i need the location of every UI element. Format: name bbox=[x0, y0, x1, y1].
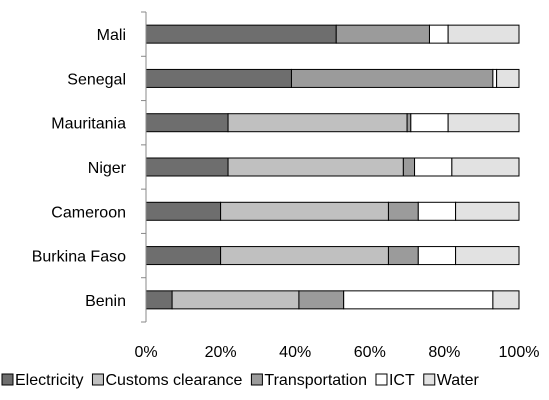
bar-segment-transportation-senegal bbox=[290, 68, 494, 88]
category-label-cameroon: Cameroon bbox=[51, 204, 126, 221]
bar-segment-transportation-niger bbox=[402, 157, 416, 177]
bar-segment-water-niger bbox=[451, 157, 520, 177]
bar-segment-customs-clearance-burkina-faso bbox=[220, 246, 389, 266]
category-label-benin: Benin bbox=[85, 293, 126, 310]
x-tick-label: 100% bbox=[499, 344, 540, 361]
bar-segment-customs-clearance-cameroon bbox=[220, 201, 389, 221]
legend-swatch-ict bbox=[375, 373, 388, 386]
bar-segment-electricity-cameroon bbox=[145, 201, 222, 221]
plot-area bbox=[145, 24, 520, 310]
category-label-burkina-faso: Burkina Faso bbox=[32, 249, 126, 266]
legend-swatch-transportation bbox=[250, 373, 263, 386]
axes bbox=[141, 11, 147, 323]
bar-segment-water-mali bbox=[447, 24, 520, 44]
bar-segment-customs-clearance-mauritania bbox=[227, 113, 408, 133]
bar-segment-electricity-senegal bbox=[145, 68, 292, 88]
bar-segment-ict-burkina-faso bbox=[417, 246, 457, 266]
x-tick-labels: 0% 20% 40% 60% 80% 100% bbox=[134, 344, 539, 361]
category-label-mauritania: Mauritania bbox=[51, 116, 126, 133]
bar-segment-ict-mali bbox=[428, 24, 449, 44]
legend-label-transportation: Transportation bbox=[264, 372, 367, 389]
bar-segment-electricity-mauritania bbox=[145, 113, 229, 133]
legend-label-customs-clearance: Customs clearance bbox=[105, 372, 242, 389]
x-tick-label: 40% bbox=[279, 344, 311, 361]
category-labels: Mali Senegal Mauritania Niger Cameroon Burkin… bbox=[32, 27, 127, 310]
legend-swatch-water bbox=[423, 373, 436, 386]
bar-segment-transportation-mauritania bbox=[406, 113, 412, 133]
bar-segment-transportation-mali bbox=[335, 24, 430, 44]
bar-segment-ict-niger bbox=[414, 157, 453, 177]
x-tick-label: 80% bbox=[428, 344, 460, 361]
legend-label-ict: ICT bbox=[389, 372, 415, 389]
bar-segment-ict-cameroon bbox=[417, 201, 457, 221]
legend: Electricity Customs clearance Transportati… bbox=[1, 372, 480, 389]
x-tick-label: 60% bbox=[354, 344, 386, 361]
bar-segment-transportation-cameroon bbox=[387, 201, 419, 221]
bar-segment-transportation-benin bbox=[298, 290, 345, 310]
bar-segment-ict-senegal bbox=[492, 68, 498, 88]
bar-segment-water-cameroon bbox=[455, 201, 520, 221]
category-label-niger: Niger bbox=[88, 160, 127, 177]
bar-segment-electricity-niger bbox=[145, 157, 229, 177]
bar-segment-water-burkina-faso bbox=[455, 246, 520, 266]
legend-swatch-customs-clearance bbox=[91, 373, 104, 386]
legend-label-electricity: Electricity bbox=[15, 372, 83, 389]
category-label-senegal: Senegal bbox=[67, 71, 126, 88]
category-label-mali: Mali bbox=[97, 27, 126, 44]
bar-segment-water-senegal bbox=[496, 68, 520, 88]
bar-segment-ict-mauritania bbox=[410, 113, 449, 133]
legend-swatch-electricity bbox=[1, 373, 14, 386]
legend-label-water: Water bbox=[437, 372, 480, 389]
bar-segment-water-benin bbox=[492, 290, 520, 310]
bar-segment-electricity-burkina-faso bbox=[145, 246, 222, 266]
bar-segment-customs-clearance-benin bbox=[171, 290, 300, 310]
bar-segment-transportation-burkina-faso bbox=[387, 246, 419, 266]
bar-segment-customs-clearance-niger bbox=[227, 157, 404, 177]
bar-segment-electricity-benin bbox=[145, 290, 173, 310]
bar-segment-ict-benin bbox=[343, 290, 494, 310]
x-tick-label: 20% bbox=[205, 344, 237, 361]
x-tick-label: 0% bbox=[134, 344, 157, 361]
bar-segment-electricity-mali bbox=[145, 24, 337, 44]
bar-segment-water-mauritania bbox=[447, 113, 520, 133]
